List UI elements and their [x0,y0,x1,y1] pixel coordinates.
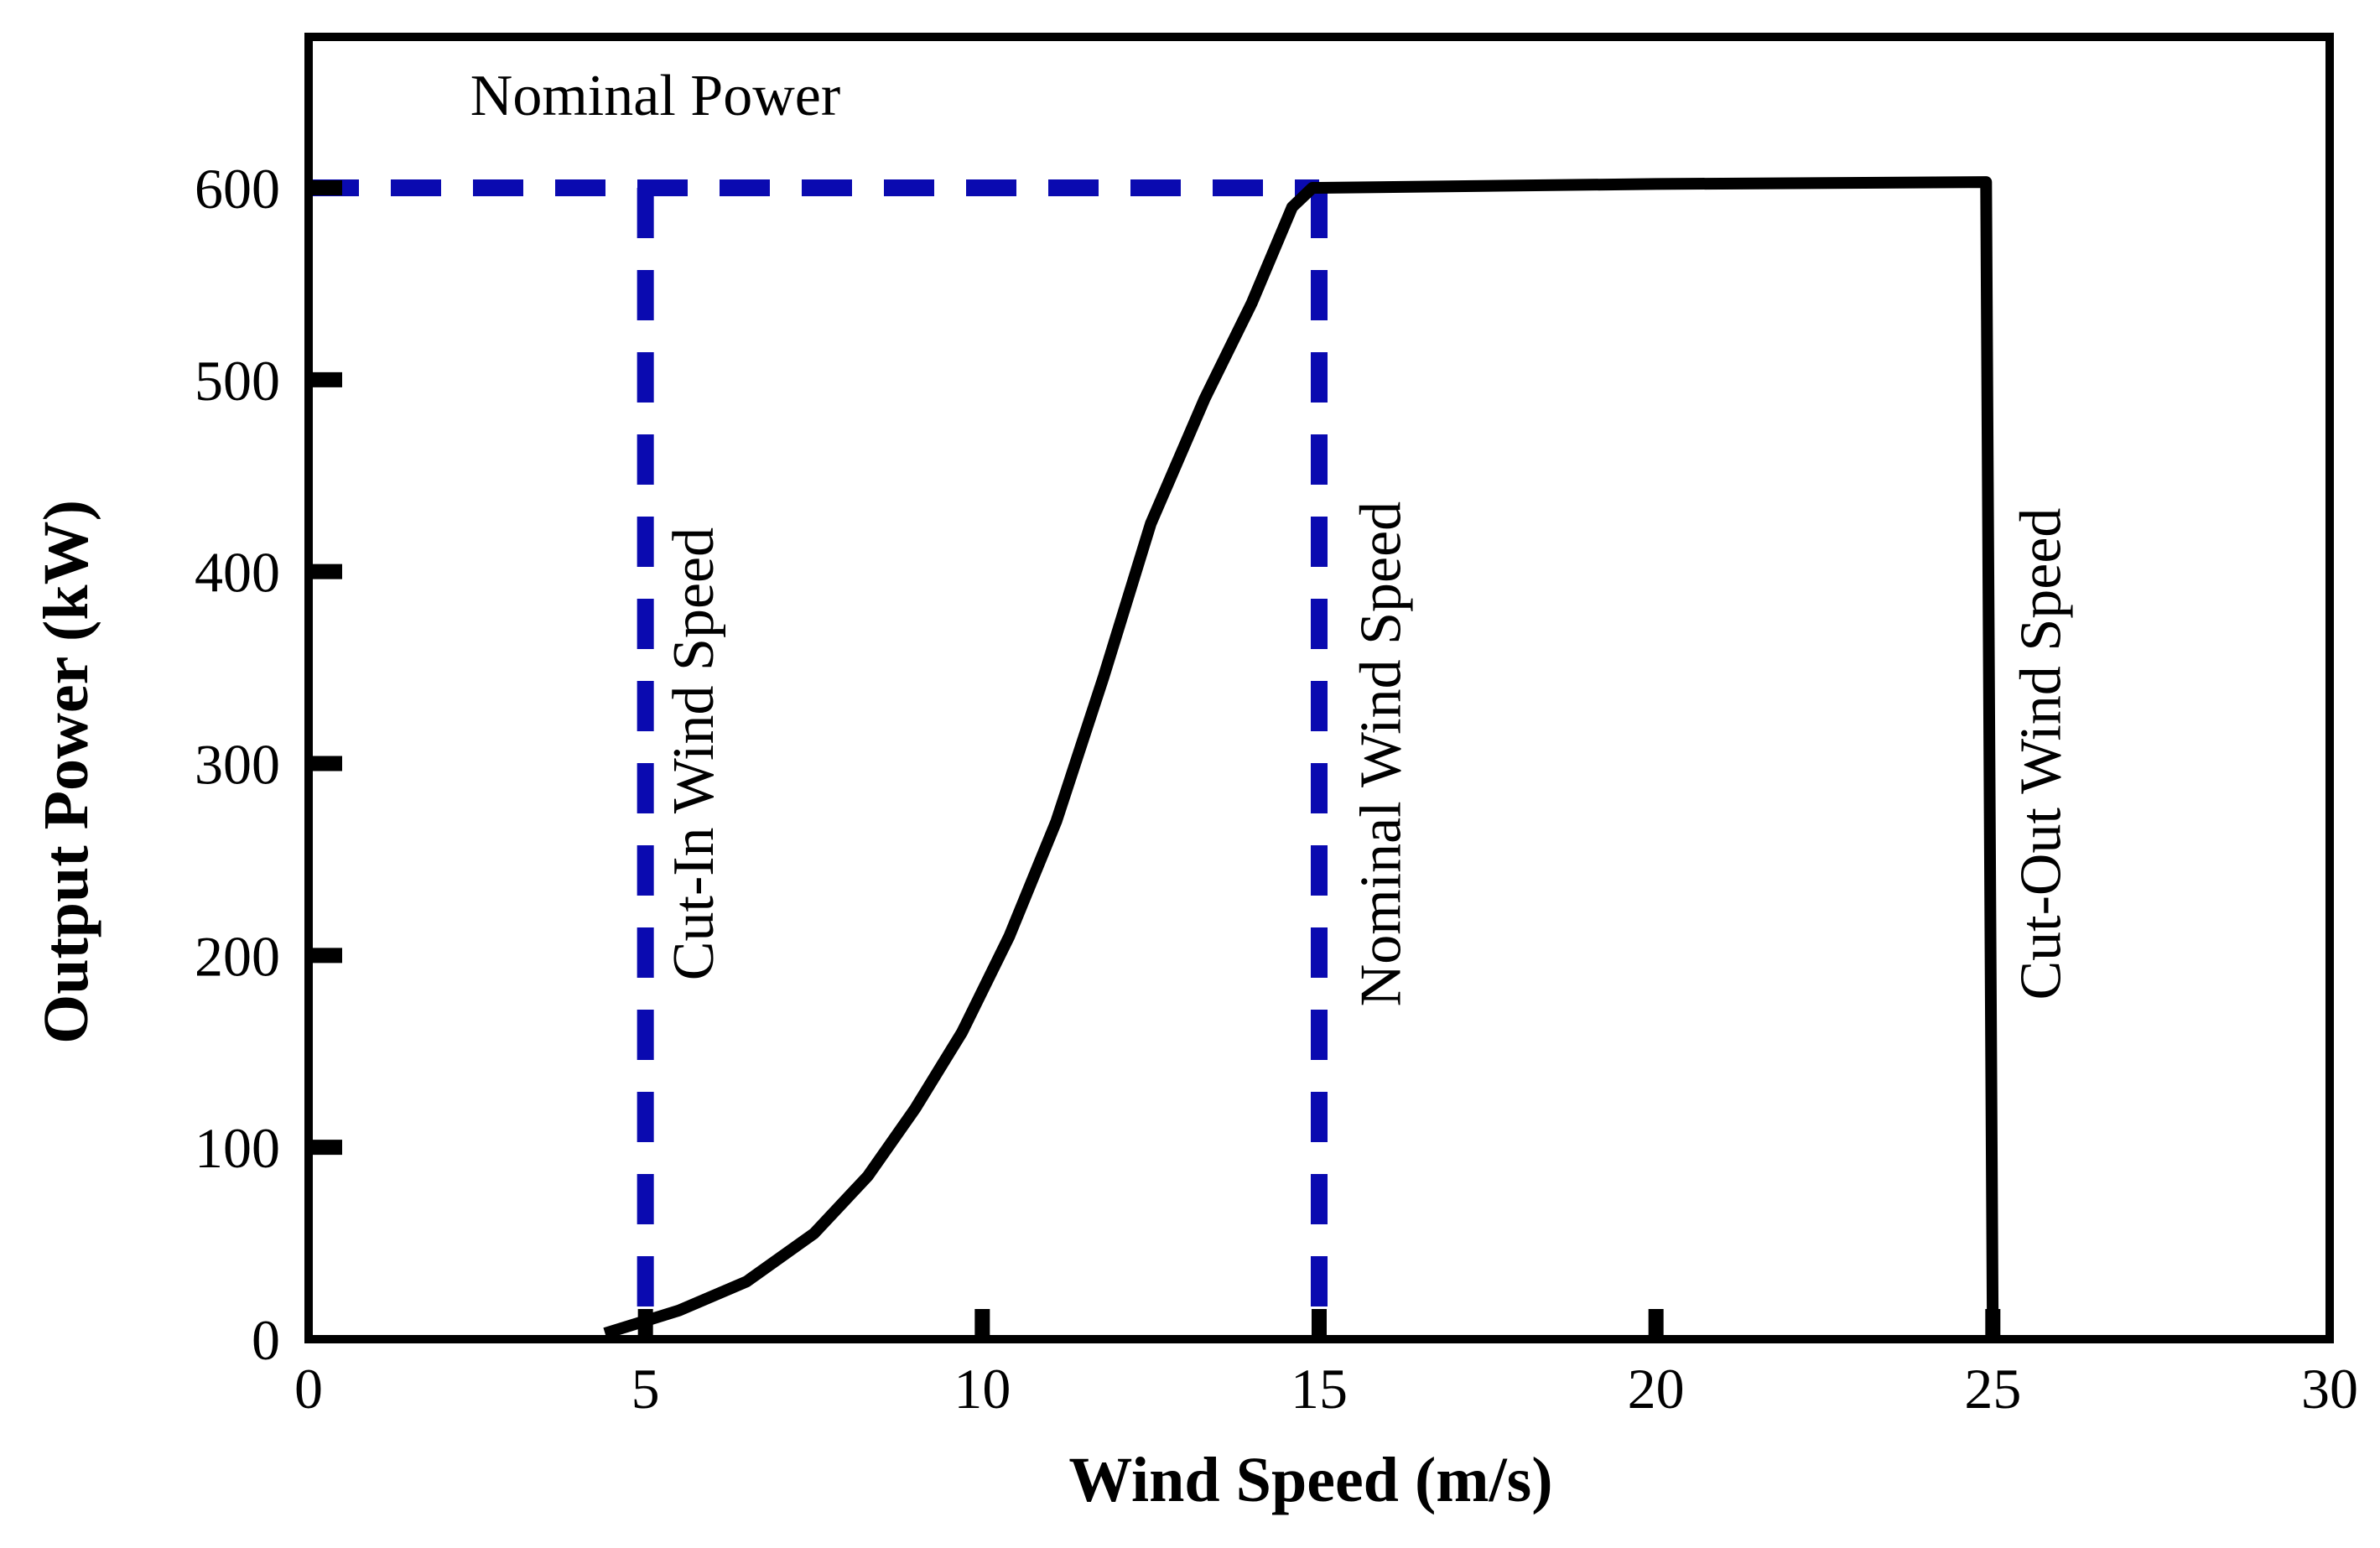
nominal-power-annotation: Nominal Power [470,64,840,128]
y-tick-label: 300 [195,733,280,797]
power-curve-line [603,176,1999,1340]
x-tick-label: 10 [954,1357,1011,1421]
y-axis-ticks: 0 100 200 300 400 500 600 [195,157,342,1372]
x-tick-label: 15 [1291,1357,1348,1421]
x-tick-label: 30 [2301,1357,2358,1421]
y-axis-title: Output Power (kW) [31,500,101,1044]
reference-lines [309,179,1328,1339]
y-tick-label: 100 [195,1116,280,1180]
y-tick-label: 500 [195,349,280,413]
x-tick-label: 5 [631,1357,660,1421]
nominal-wind-speed-annotation: Nominal Wind Speed [1348,501,1413,1007]
y-tick-label: 600 [195,157,280,221]
y-tick-label: 0 [252,1308,280,1372]
x-axis-ticks: 0 5 10 15 20 25 30 [294,1309,2358,1421]
x-tick-label: 20 [1628,1357,1685,1421]
cut-in-wind-speed-annotation: Cut-In Wind Speed [662,527,726,980]
x-tick-label: 0 [294,1357,323,1421]
x-axis-title: Wind Speed (m/s) [1068,1445,1552,1515]
cut-out-wind-speed-annotation: Cut-Out Wind Speed [2009,508,2074,1000]
y-tick-label: 200 [195,924,280,988]
x-tick-label: 25 [1964,1357,2021,1421]
y-tick-label: 400 [195,541,280,605]
